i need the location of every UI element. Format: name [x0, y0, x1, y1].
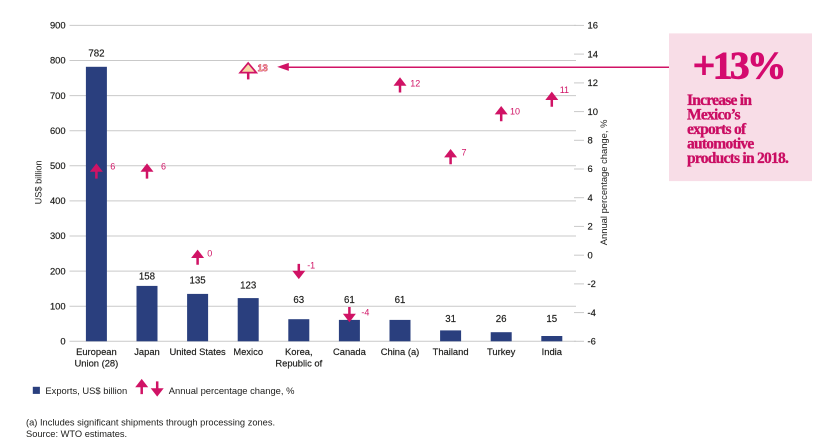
svg-text:+13%: +13%	[693, 44, 784, 88]
svg-text:products in 2018.: products in 2018.	[687, 150, 789, 167]
svg-text:Annual percentage change, %: Annual percentage change, %	[169, 385, 295, 396]
svg-text:12: 12	[410, 78, 420, 88]
svg-text:(a) Includes significant shipm: (a) Includes significant shipments throu…	[26, 417, 275, 427]
svg-text:Korea,: Korea,	[285, 346, 313, 357]
svg-text:400: 400	[50, 195, 66, 206]
svg-text:Source: WTO estimates.: Source: WTO estimates.	[26, 429, 127, 439]
svg-text:63: 63	[293, 295, 304, 306]
svg-text:exports of: exports of	[687, 121, 747, 138]
svg-text:6: 6	[161, 162, 166, 172]
svg-text:automotive: automotive	[687, 136, 754, 153]
svg-text:6: 6	[110, 162, 115, 172]
svg-text:Union (28): Union (28)	[75, 358, 119, 369]
svg-text:16: 16	[588, 20, 598, 31]
svg-text:0: 0	[207, 249, 212, 259]
svg-text:10: 10	[510, 107, 520, 117]
svg-text:-4: -4	[361, 307, 369, 317]
svg-text:Mexico’s: Mexico’s	[687, 107, 741, 124]
svg-text:900: 900	[50, 20, 66, 31]
svg-text:8: 8	[588, 135, 593, 146]
svg-text:6: 6	[588, 163, 593, 174]
svg-text:7: 7	[462, 148, 467, 158]
svg-text:61: 61	[395, 295, 406, 306]
svg-text:-2: -2	[588, 278, 596, 289]
svg-text:Mexico: Mexico	[233, 346, 263, 357]
svg-text:600: 600	[50, 125, 66, 136]
svg-text:US$ billion: US$ billion	[33, 160, 43, 204]
svg-text:782: 782	[88, 49, 104, 60]
svg-text:Republic of: Republic of	[275, 358, 322, 369]
svg-text:-4: -4	[588, 307, 596, 318]
svg-text:31: 31	[445, 314, 456, 325]
svg-text:26: 26	[496, 314, 507, 325]
svg-text:300: 300	[50, 230, 66, 241]
svg-text:100: 100	[50, 300, 66, 311]
svg-text:61: 61	[344, 295, 355, 306]
svg-text:Canada: Canada	[333, 346, 367, 357]
svg-text:Annual percentage change, %: Annual percentage change, %	[598, 120, 609, 246]
svg-text:Turkey: Turkey	[487, 346, 516, 357]
svg-text:13: 13	[258, 63, 268, 73]
svg-text:Thailand: Thailand	[433, 346, 469, 357]
svg-text:0: 0	[60, 336, 65, 347]
svg-text:15: 15	[546, 314, 557, 325]
svg-text:14: 14	[588, 48, 598, 59]
svg-text:700: 700	[50, 90, 66, 101]
svg-text:10: 10	[588, 106, 598, 117]
svg-text:2: 2	[588, 221, 593, 232]
svg-text:158: 158	[139, 272, 155, 283]
svg-text:India: India	[542, 346, 563, 357]
svg-text:500: 500	[50, 160, 66, 171]
svg-text:-1: -1	[307, 261, 315, 271]
svg-text:China (a): China (a)	[381, 346, 420, 357]
svg-text:800: 800	[50, 55, 66, 66]
svg-text:11: 11	[560, 85, 569, 95]
svg-text:Japan: Japan	[134, 346, 160, 357]
svg-text:12: 12	[588, 77, 598, 88]
svg-text:United States: United States	[169, 346, 226, 357]
svg-text:-6: -6	[588, 336, 596, 347]
svg-text:4: 4	[588, 192, 593, 203]
svg-text:Exports, US$ billion: Exports, US$ billion	[45, 385, 127, 396]
svg-text:Increase in: Increase in	[687, 92, 752, 109]
svg-text:200: 200	[50, 265, 66, 276]
svg-text:0: 0	[588, 249, 593, 260]
svg-text:135: 135	[190, 276, 206, 287]
svg-text:123: 123	[240, 280, 256, 291]
svg-text:European: European	[76, 346, 117, 357]
